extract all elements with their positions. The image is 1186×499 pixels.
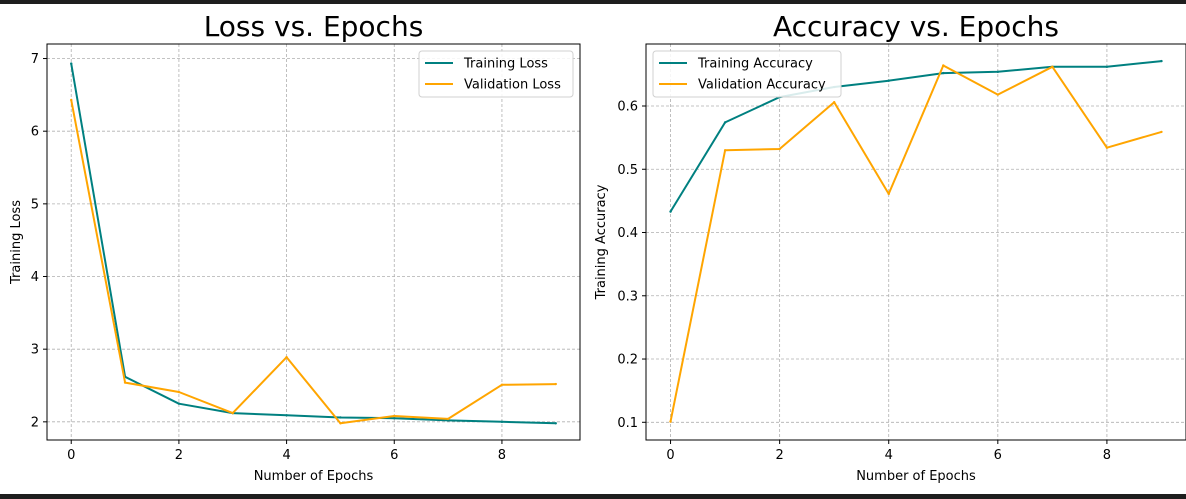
accuracy-chart: 0 2 4 6 8 0.1 0.2 0.3 0.4 0.5 0.6 Accuracy vs. Epoc… bbox=[594, 10, 1186, 484]
y-tick-label: 0.1 bbox=[617, 416, 638, 431]
y-tick-label: 5 bbox=[31, 197, 39, 212]
y-tick-label: 6 bbox=[31, 125, 39, 140]
data-point bbox=[723, 149, 727, 152]
y-tick-label: 0.5 bbox=[617, 163, 638, 178]
data-point bbox=[669, 420, 672, 423]
data-point bbox=[393, 417, 396, 420]
data-point bbox=[177, 390, 181, 394]
data-point bbox=[554, 422, 557, 425]
legend-box bbox=[652, 50, 842, 98]
data-point bbox=[1105, 65, 1109, 68]
data-point bbox=[177, 402, 181, 405]
x-tick-label: 8 bbox=[498, 448, 506, 463]
data-point bbox=[887, 79, 890, 82]
data-point bbox=[339, 416, 342, 419]
series-line-validation bbox=[70, 99, 556, 425]
y-tick-label: 0.6 bbox=[617, 99, 638, 114]
loss-chart: 0 2 4 6 8 2 3 4 5 6 7 Loss vs. Epochs Number of Epoc… bbox=[9, 10, 581, 484]
plot-frame bbox=[46, 43, 581, 441]
y-tick-label: 2 bbox=[31, 415, 39, 430]
y-tick-label: 0.4 bbox=[617, 226, 638, 241]
y-tick-label: 0.2 bbox=[617, 353, 638, 368]
data-point bbox=[778, 147, 781, 151]
data-point bbox=[393, 414, 396, 418]
chart-title: Accuracy vs. Epochs bbox=[773, 10, 1059, 43]
data-point bbox=[669, 210, 672, 213]
data-point bbox=[70, 62, 73, 65]
data-point bbox=[231, 411, 234, 415]
x-tick-label: 6 bbox=[994, 448, 1002, 463]
data-point bbox=[123, 381, 127, 384]
data-point bbox=[70, 98, 73, 102]
data-point bbox=[285, 355, 288, 359]
data-point bbox=[500, 420, 504, 424]
y-axis-label: Training Loss bbox=[9, 200, 24, 285]
series-line-training bbox=[669, 60, 1162, 213]
legend-label: Validation Accuracy bbox=[698, 78, 826, 93]
series-line-validation bbox=[669, 64, 1162, 422]
data-point bbox=[832, 100, 836, 104]
x-tick-label: 6 bbox=[390, 448, 398, 463]
bottom-frame-bar bbox=[0, 494, 1186, 499]
x-tick-label: 2 bbox=[175, 448, 183, 463]
y-tick-label: 4 bbox=[31, 270, 39, 285]
data-point bbox=[723, 121, 727, 124]
x-tick-label: 2 bbox=[775, 448, 783, 463]
data-point bbox=[500, 383, 504, 386]
series-line-training bbox=[70, 63, 556, 425]
data-point bbox=[1160, 59, 1163, 63]
x-axis-label: Number of Epochs bbox=[254, 469, 374, 484]
data-point bbox=[996, 70, 1000, 74]
data-point bbox=[1160, 130, 1163, 134]
y-tick-label: 7 bbox=[31, 52, 39, 67]
legend-box bbox=[418, 50, 574, 98]
legend-label: Training Loss bbox=[463, 57, 548, 72]
y-tick-label: 0.3 bbox=[617, 289, 638, 304]
top-frame-bar bbox=[0, 0, 1186, 4]
x-tick-label: 0 bbox=[666, 448, 674, 463]
plot-frame bbox=[645, 43, 1186, 441]
data-point bbox=[285, 414, 288, 417]
data-point bbox=[554, 382, 557, 386]
x-tick-label: 8 bbox=[1103, 448, 1111, 463]
x-axis-label: Number of Epochs bbox=[856, 469, 976, 484]
data-point bbox=[942, 64, 945, 67]
x-tick-label: 4 bbox=[282, 448, 290, 463]
legend-label: Training Accuracy bbox=[697, 57, 813, 72]
data-point bbox=[887, 192, 890, 196]
legend-label: Validation Loss bbox=[464, 78, 561, 93]
y-tick-label: 3 bbox=[31, 343, 39, 358]
data-point bbox=[1105, 146, 1109, 149]
data-point bbox=[942, 71, 945, 75]
data-point bbox=[1051, 65, 1054, 68]
x-tick-label: 4 bbox=[885, 448, 893, 463]
data-point bbox=[996, 93, 1000, 96]
x-tick-label: 0 bbox=[67, 448, 75, 463]
chart-title: Loss vs. Epochs bbox=[204, 10, 424, 43]
y-axis-label: Training Accuracy bbox=[594, 184, 609, 300]
data-point bbox=[446, 417, 450, 421]
data-point bbox=[339, 422, 342, 425]
